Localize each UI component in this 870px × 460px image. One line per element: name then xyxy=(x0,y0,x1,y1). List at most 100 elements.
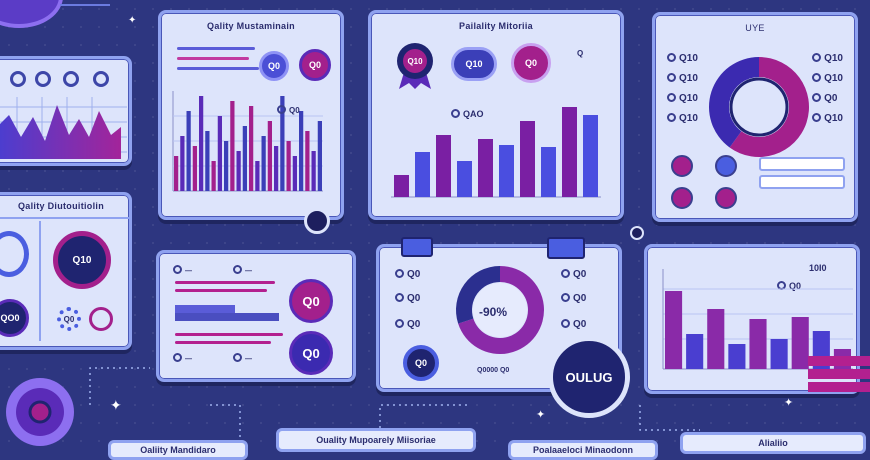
tab-bottom-1[interactable]: Oaliity Mandidaro xyxy=(108,440,248,460)
gear-icon[interactable]: Q0 xyxy=(57,307,81,331)
progress-bar-thick xyxy=(175,313,279,321)
chart-label: Q0 xyxy=(277,105,300,115)
chart-bar xyxy=(180,136,185,191)
gear-icon[interactable] xyxy=(10,71,26,87)
settings-icon[interactable] xyxy=(89,307,113,331)
chart-slice xyxy=(729,57,809,157)
toggle-dot[interactable] xyxy=(715,155,737,177)
donut-chart-uye xyxy=(709,56,809,157)
chart-bar xyxy=(286,141,291,191)
legend-item: Q10 xyxy=(667,53,698,64)
panel-quality-distribution: Qality Diutouitiolin Q10 QO0 Q0 xyxy=(0,192,132,350)
chart-bar xyxy=(317,121,322,191)
pie-chart xyxy=(456,266,544,354)
tab-bottom-4[interactable]: Alialiio xyxy=(680,432,866,454)
chart-bar xyxy=(707,309,725,369)
gear-icon[interactable] xyxy=(93,71,109,87)
chart-bar xyxy=(665,291,683,369)
uye-field[interactable] xyxy=(759,157,845,171)
chart-bar xyxy=(770,339,788,369)
sparkle-icon: ✦ xyxy=(110,397,122,413)
folder-icon[interactable] xyxy=(401,237,433,257)
status-badge[interactable]: Q0 xyxy=(299,49,331,81)
status-badge[interactable]: Q0 xyxy=(403,345,439,381)
chart-bar xyxy=(267,121,272,191)
legend-item: Q0 xyxy=(561,319,586,330)
bar-chart-right xyxy=(662,269,853,370)
progress-bar xyxy=(175,289,267,292)
legend-item: Q10 xyxy=(812,113,843,124)
divider xyxy=(0,217,129,219)
uye-field[interactable] xyxy=(759,175,845,189)
chart-bar xyxy=(249,106,254,191)
chart-bar xyxy=(562,107,577,197)
status-badge[interactable]: Q10 xyxy=(451,47,497,81)
chart-bar xyxy=(478,139,493,197)
status-badge[interactable]: Q0 xyxy=(511,43,551,83)
gear-icon[interactable] xyxy=(63,71,79,87)
toggle-dot[interactable] xyxy=(715,187,737,209)
status-badge[interactable]: QO0 xyxy=(0,299,29,337)
chart-bar xyxy=(728,344,746,369)
gauge-ring xyxy=(0,231,29,277)
progress-bar xyxy=(175,333,283,336)
chart-slice xyxy=(709,56,759,148)
panel-title: 10I0 xyxy=(809,263,827,273)
sparkle-icon: ✦ xyxy=(128,15,137,26)
pie-center-label: -90% xyxy=(479,305,508,319)
panel-title: Qality Mustaminain xyxy=(207,21,295,31)
chart-bar xyxy=(236,151,241,191)
uye-left-labels: Q10 Q10 Q10 Q10 xyxy=(667,53,698,133)
footer-text: Q0000 Q0 xyxy=(477,367,510,374)
status-badge[interactable]: Q10 xyxy=(53,231,111,289)
chart-slice xyxy=(456,266,500,324)
status-badge[interactable]: Q0 xyxy=(259,51,289,81)
legend-item: Q0 xyxy=(561,269,586,280)
folder-icon[interactable] xyxy=(547,237,585,259)
chart-bar xyxy=(186,111,191,191)
chart-bar xyxy=(499,145,514,197)
bar-chart-reliability xyxy=(391,107,601,198)
chart-bar xyxy=(274,146,279,191)
panel-top-left xyxy=(0,56,132,166)
chart-bar xyxy=(261,136,266,191)
panel-bars: — — — — Q0 Q0 xyxy=(156,250,356,382)
legend-item: Q10 xyxy=(667,113,698,124)
chart-bar xyxy=(242,126,247,191)
sparkle-icon: ✦ xyxy=(536,409,546,421)
panel-reliability: Pailality Mitoriia Q10 Q10 Q0 Q QAO xyxy=(368,10,624,220)
divider xyxy=(39,221,41,341)
tab-bottom-3[interactable]: Poalaaeloci Minaodonn xyxy=(508,440,658,460)
uye-right-labels: Q10 Q10 Q0 Q10 xyxy=(812,53,843,133)
panel-quality: Qality Mustaminain Q0 Q0 Q0 xyxy=(158,10,344,220)
line-decoration xyxy=(60,4,110,6)
status-badge[interactable]: Q0 xyxy=(289,279,333,323)
pie-hole xyxy=(473,283,527,337)
chart-bar xyxy=(686,334,704,369)
chart-label: QAO xyxy=(451,109,484,119)
chart-bar xyxy=(415,152,430,197)
status-badge-large[interactable]: OULUG xyxy=(548,336,630,418)
award-ribbon-icon xyxy=(395,41,435,91)
chart-bar xyxy=(224,141,229,191)
chart-bar xyxy=(541,147,556,197)
status-badge[interactable]: Q0 xyxy=(289,331,333,375)
legend-item: — xyxy=(173,265,192,275)
tab-bottom-2[interactable]: Ouality Mupoarely Miisoriae xyxy=(276,428,476,452)
legend-bar xyxy=(177,67,259,70)
gear-icon xyxy=(6,378,74,446)
toggle-dot[interactable] xyxy=(671,155,693,177)
panel-title: Pailality Mitoriia xyxy=(459,21,533,31)
search-icon[interactable] xyxy=(304,208,330,234)
ring-icon xyxy=(277,105,286,114)
chart-bar xyxy=(192,146,197,191)
gear-icon[interactable] xyxy=(35,71,51,87)
chart-bar xyxy=(211,161,216,191)
legend-item: — xyxy=(233,265,252,275)
legend-item: Q0 xyxy=(395,269,420,280)
toggle-dot[interactable] xyxy=(671,187,693,209)
panel-title: Qality Diutouitiolin xyxy=(18,201,104,211)
chart-bar xyxy=(436,135,451,197)
chart-bar xyxy=(199,96,204,191)
chart-bar xyxy=(280,96,285,191)
